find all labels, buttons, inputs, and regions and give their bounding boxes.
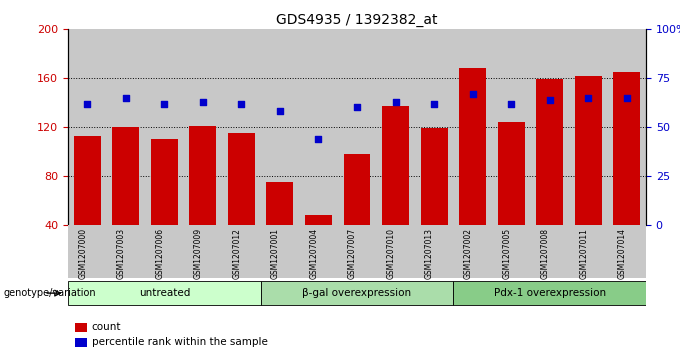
Text: count: count	[92, 322, 121, 332]
Text: GSM1207003: GSM1207003	[117, 228, 126, 279]
FancyBboxPatch shape	[184, 225, 222, 278]
FancyBboxPatch shape	[376, 225, 415, 278]
Text: GSM1207010: GSM1207010	[386, 228, 396, 279]
Bar	[228, 133, 255, 225]
FancyBboxPatch shape	[492, 225, 530, 278]
Bar	[299, 29, 338, 225]
Bar	[305, 215, 332, 225]
Point	[622, 95, 632, 101]
Bar	[376, 29, 415, 225]
Text: GSM1207009: GSM1207009	[194, 228, 203, 279]
Bar	[415, 29, 454, 225]
Text: Pdx-1 overexpression: Pdx-1 overexpression	[494, 287, 606, 298]
FancyBboxPatch shape	[260, 225, 299, 278]
FancyBboxPatch shape	[68, 225, 107, 278]
Text: β-gal overexpression: β-gal overexpression	[303, 287, 411, 298]
Bar	[492, 29, 530, 225]
Bar	[459, 68, 486, 225]
Point	[544, 97, 555, 102]
FancyBboxPatch shape	[260, 281, 454, 305]
Bar	[420, 128, 447, 225]
Bar	[151, 139, 178, 225]
Text: genotype/variation: genotype/variation	[3, 288, 96, 298]
Text: GSM1207008: GSM1207008	[541, 228, 549, 279]
Point	[467, 91, 478, 97]
Bar	[498, 122, 525, 225]
Bar	[68, 29, 107, 225]
Text: GSM1207000: GSM1207000	[78, 228, 87, 279]
Point	[236, 101, 247, 106]
FancyBboxPatch shape	[415, 225, 454, 278]
Point	[120, 95, 131, 101]
Text: GSM1207004: GSM1207004	[309, 228, 318, 279]
Point	[275, 109, 286, 114]
Bar	[530, 29, 569, 225]
Text: GSM1207011: GSM1207011	[579, 228, 588, 278]
Point	[506, 101, 517, 106]
Title: GDS4935 / 1392382_at: GDS4935 / 1392382_at	[276, 13, 438, 26]
Bar	[145, 29, 184, 225]
Bar	[382, 106, 409, 225]
Text: GSM1207006: GSM1207006	[155, 228, 165, 279]
Text: GSM1207013: GSM1207013	[425, 228, 434, 279]
Text: GSM1207007: GSM1207007	[348, 228, 357, 279]
Bar	[73, 136, 101, 225]
Text: GSM1207012: GSM1207012	[233, 228, 241, 278]
Point	[313, 136, 324, 142]
Bar	[222, 29, 260, 225]
FancyBboxPatch shape	[107, 225, 145, 278]
Bar	[112, 127, 139, 225]
Point	[159, 101, 170, 106]
Bar	[343, 154, 371, 225]
Bar	[575, 76, 602, 225]
FancyBboxPatch shape	[607, 225, 646, 278]
Bar	[569, 29, 607, 225]
Bar	[607, 29, 646, 225]
Text: GSM1207014: GSM1207014	[617, 228, 627, 279]
Bar	[536, 79, 563, 225]
FancyBboxPatch shape	[454, 225, 492, 278]
Bar	[184, 29, 222, 225]
Point	[197, 99, 208, 105]
Bar	[454, 29, 492, 225]
Point	[352, 105, 362, 110]
FancyBboxPatch shape	[145, 225, 184, 278]
Text: GSM1207001: GSM1207001	[271, 228, 280, 279]
FancyBboxPatch shape	[222, 225, 260, 278]
FancyBboxPatch shape	[530, 225, 569, 278]
Text: untreated: untreated	[139, 287, 190, 298]
Point	[583, 95, 594, 101]
Bar	[260, 29, 299, 225]
Bar	[613, 72, 641, 225]
FancyBboxPatch shape	[68, 281, 260, 305]
Text: GSM1207005: GSM1207005	[502, 228, 511, 279]
Text: GSM1207002: GSM1207002	[464, 228, 473, 279]
Bar	[267, 182, 294, 225]
FancyBboxPatch shape	[338, 225, 376, 278]
FancyBboxPatch shape	[299, 225, 338, 278]
Point	[82, 101, 92, 106]
Bar	[338, 29, 376, 225]
Point	[390, 99, 401, 105]
Bar	[189, 126, 216, 225]
Point	[428, 101, 439, 106]
FancyBboxPatch shape	[569, 225, 607, 278]
Bar	[107, 29, 145, 225]
FancyBboxPatch shape	[454, 281, 646, 305]
Text: percentile rank within the sample: percentile rank within the sample	[92, 337, 268, 347]
